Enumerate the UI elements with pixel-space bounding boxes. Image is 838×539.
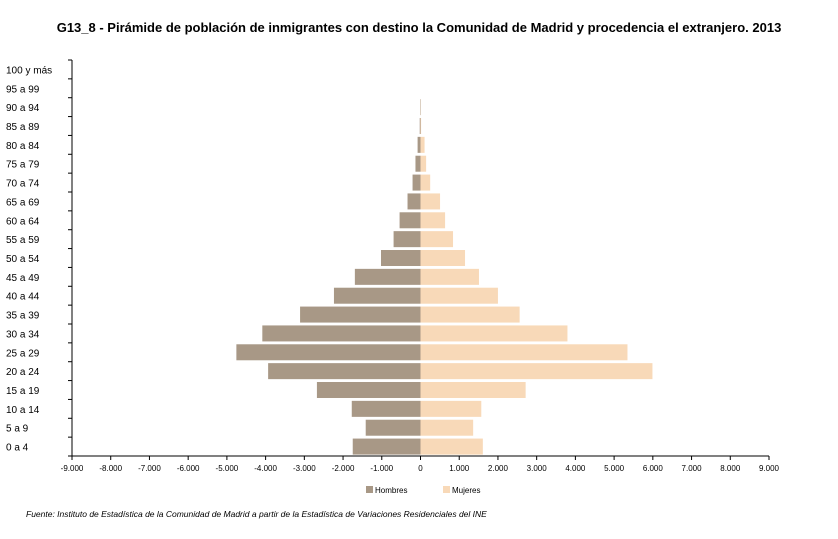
y-tick-label: 70 a 74 — [6, 179, 40, 190]
mujeres-bar-70-a-74 — [420, 174, 431, 191]
x-tick-label: 6.000 — [643, 464, 664, 473]
x-tick-label: -2.000 — [332, 464, 355, 473]
y-tick-label: 0 a 4 — [6, 443, 29, 454]
y-tick-label: 35 a 39 — [6, 311, 40, 322]
y-tick-label: 10 a 14 — [6, 405, 40, 416]
x-tick-label: 7.000 — [682, 464, 703, 473]
x-tick-label: -6.000 — [177, 464, 200, 473]
legend-label-hombres: Hombres — [375, 486, 407, 495]
legend-swatch-hombres — [366, 486, 373, 493]
y-tick-label: 90 a 94 — [6, 103, 40, 114]
hombres-bar-5-a-9 — [365, 419, 421, 436]
x-tick-label: 9.000 — [759, 464, 780, 473]
mujeres-bar-15-a-19 — [420, 382, 526, 398]
hombres-bar-80-a-84 — [417, 136, 421, 153]
hombres-bar-70-a-74 — [412, 174, 421, 191]
mujeres-bar-5-a-9 — [420, 419, 474, 436]
hombres-bar-55-a-59 — [393, 231, 421, 248]
x-tick-label: 5.000 — [604, 464, 625, 473]
x-tick-label: 2.000 — [488, 464, 509, 473]
hombres-bar-40-a-44 — [333, 287, 421, 304]
y-tick-label: 20 a 24 — [6, 367, 40, 378]
hombres-bar-60-a-64 — [399, 212, 421, 229]
mujeres-bar-30-a-34 — [420, 325, 568, 342]
legend-swatch-mujeres — [443, 486, 450, 493]
y-tick-label: 40 a 44 — [6, 292, 40, 303]
x-tick-label: 1.000 — [449, 464, 470, 473]
mujeres-bar-80-a-84 — [420, 136, 425, 153]
mujeres-bar-45-a-49 — [420, 268, 479, 285]
y-tick-label: 25 a 29 — [6, 348, 40, 359]
mujeres-bar-65-a-69 — [420, 193, 441, 210]
x-tick-label: 4.000 — [565, 464, 586, 473]
mujeres-bar-50-a-54 — [420, 250, 466, 266]
y-tick-label: 75 a 79 — [6, 160, 40, 171]
source-note: Fuente: Instituto de Estadística de la C… — [26, 509, 487, 519]
y-tick-label: 80 a 84 — [6, 141, 40, 152]
hombres-bar-85-a-89 — [419, 118, 421, 134]
x-tick-label: -4.000 — [254, 464, 277, 473]
hombres-bar-30-a-34 — [262, 325, 421, 342]
y-tick-label: 30 a 34 — [6, 329, 40, 340]
x-tick-label: -1.000 — [370, 464, 393, 473]
hombres-bar-65-a-69 — [407, 193, 421, 210]
mujeres-bar-60-a-64 — [420, 212, 446, 229]
hombres-bar-15-a-19 — [316, 382, 421, 398]
y-tick-label: 5 a 9 — [6, 424, 29, 435]
hombres-bar-0-a-4 — [352, 438, 421, 455]
x-tick-label: 3.000 — [527, 464, 548, 473]
x-tick-label: 0 — [418, 464, 423, 473]
mujeres-bar-35-a-39 — [420, 306, 520, 323]
legend-label-mujeres: Mujeres — [452, 486, 480, 495]
y-tick-label: 50 a 54 — [6, 254, 40, 265]
y-tick-label: 45 a 49 — [6, 273, 40, 284]
y-tick-label: 15 a 19 — [6, 386, 40, 397]
mujeres-bar-55-a-59 — [420, 231, 454, 248]
hombres-bar-35-a-39 — [300, 306, 421, 323]
y-tick-label: 100 y más — [6, 65, 52, 76]
mujeres-bar-20-a-24 — [420, 363, 653, 380]
y-tick-label: 95 a 99 — [6, 84, 40, 95]
x-tick-label: -8.000 — [99, 464, 122, 473]
y-tick-label: 55 a 59 — [6, 235, 40, 246]
x-tick-label: -9.000 — [61, 464, 84, 473]
y-tick-label: 65 a 69 — [6, 197, 40, 208]
mujeres-bar-40-a-44 — [420, 287, 498, 304]
x-tick-label: 8.000 — [720, 464, 741, 473]
hombres-bar-20-a-24 — [268, 363, 421, 380]
hombres-bar-45-a-49 — [354, 268, 421, 285]
mujeres-bar-10-a-14 — [420, 400, 482, 417]
x-tick-label: -5.000 — [216, 464, 239, 473]
hombres-bar-10-a-14 — [351, 400, 421, 417]
mujeres-bar-0-a-4 — [420, 438, 483, 455]
mujeres-bar-75-a-79 — [420, 155, 427, 172]
x-tick-label: -3.000 — [293, 464, 316, 473]
y-tick-label: 60 a 64 — [6, 216, 40, 227]
y-tick-label: 85 a 89 — [6, 122, 40, 133]
hombres-bar-25-a-29 — [236, 344, 421, 361]
mujeres-bar-85-a-89 — [420, 118, 422, 134]
hombres-bar-75-a-79 — [415, 155, 421, 172]
x-tick-label: -7.000 — [138, 464, 161, 473]
hombres-bar-50-a-54 — [381, 250, 421, 266]
chart-title: G13_8 - Pirámide de población de inmigra… — [56, 20, 782, 35]
mujeres-bar-25-a-29 — [420, 344, 628, 361]
